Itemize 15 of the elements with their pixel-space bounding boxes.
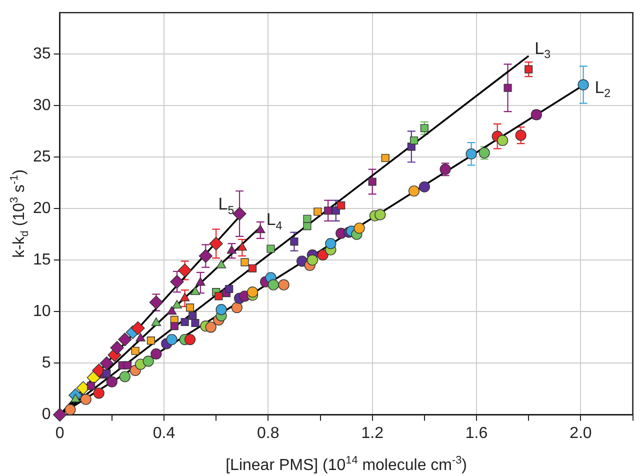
x-tick-label: 1.2	[361, 424, 384, 442]
y-tick-label: 15	[33, 252, 51, 269]
x-tick-label: 0.4	[152, 424, 176, 442]
x-tick-label: 0.8	[257, 424, 280, 442]
y-tick-label: 0	[42, 406, 51, 424]
x-tick-label: 0	[55, 424, 64, 442]
y-tick-label: 25	[33, 148, 51, 166]
y-axis-title: k-kd (103 s-1)	[8, 169, 31, 258]
x-tick-label: 1.6	[465, 424, 488, 442]
y-tick-label: 5	[42, 354, 51, 372]
y-tick-label: 20	[33, 200, 51, 217]
y-tick-label: 10	[33, 303, 51, 320]
x-tick-label: 2.0	[570, 424, 592, 442]
y-tick-label: 35	[33, 45, 51, 62]
y-tick-label: 30	[33, 96, 51, 114]
